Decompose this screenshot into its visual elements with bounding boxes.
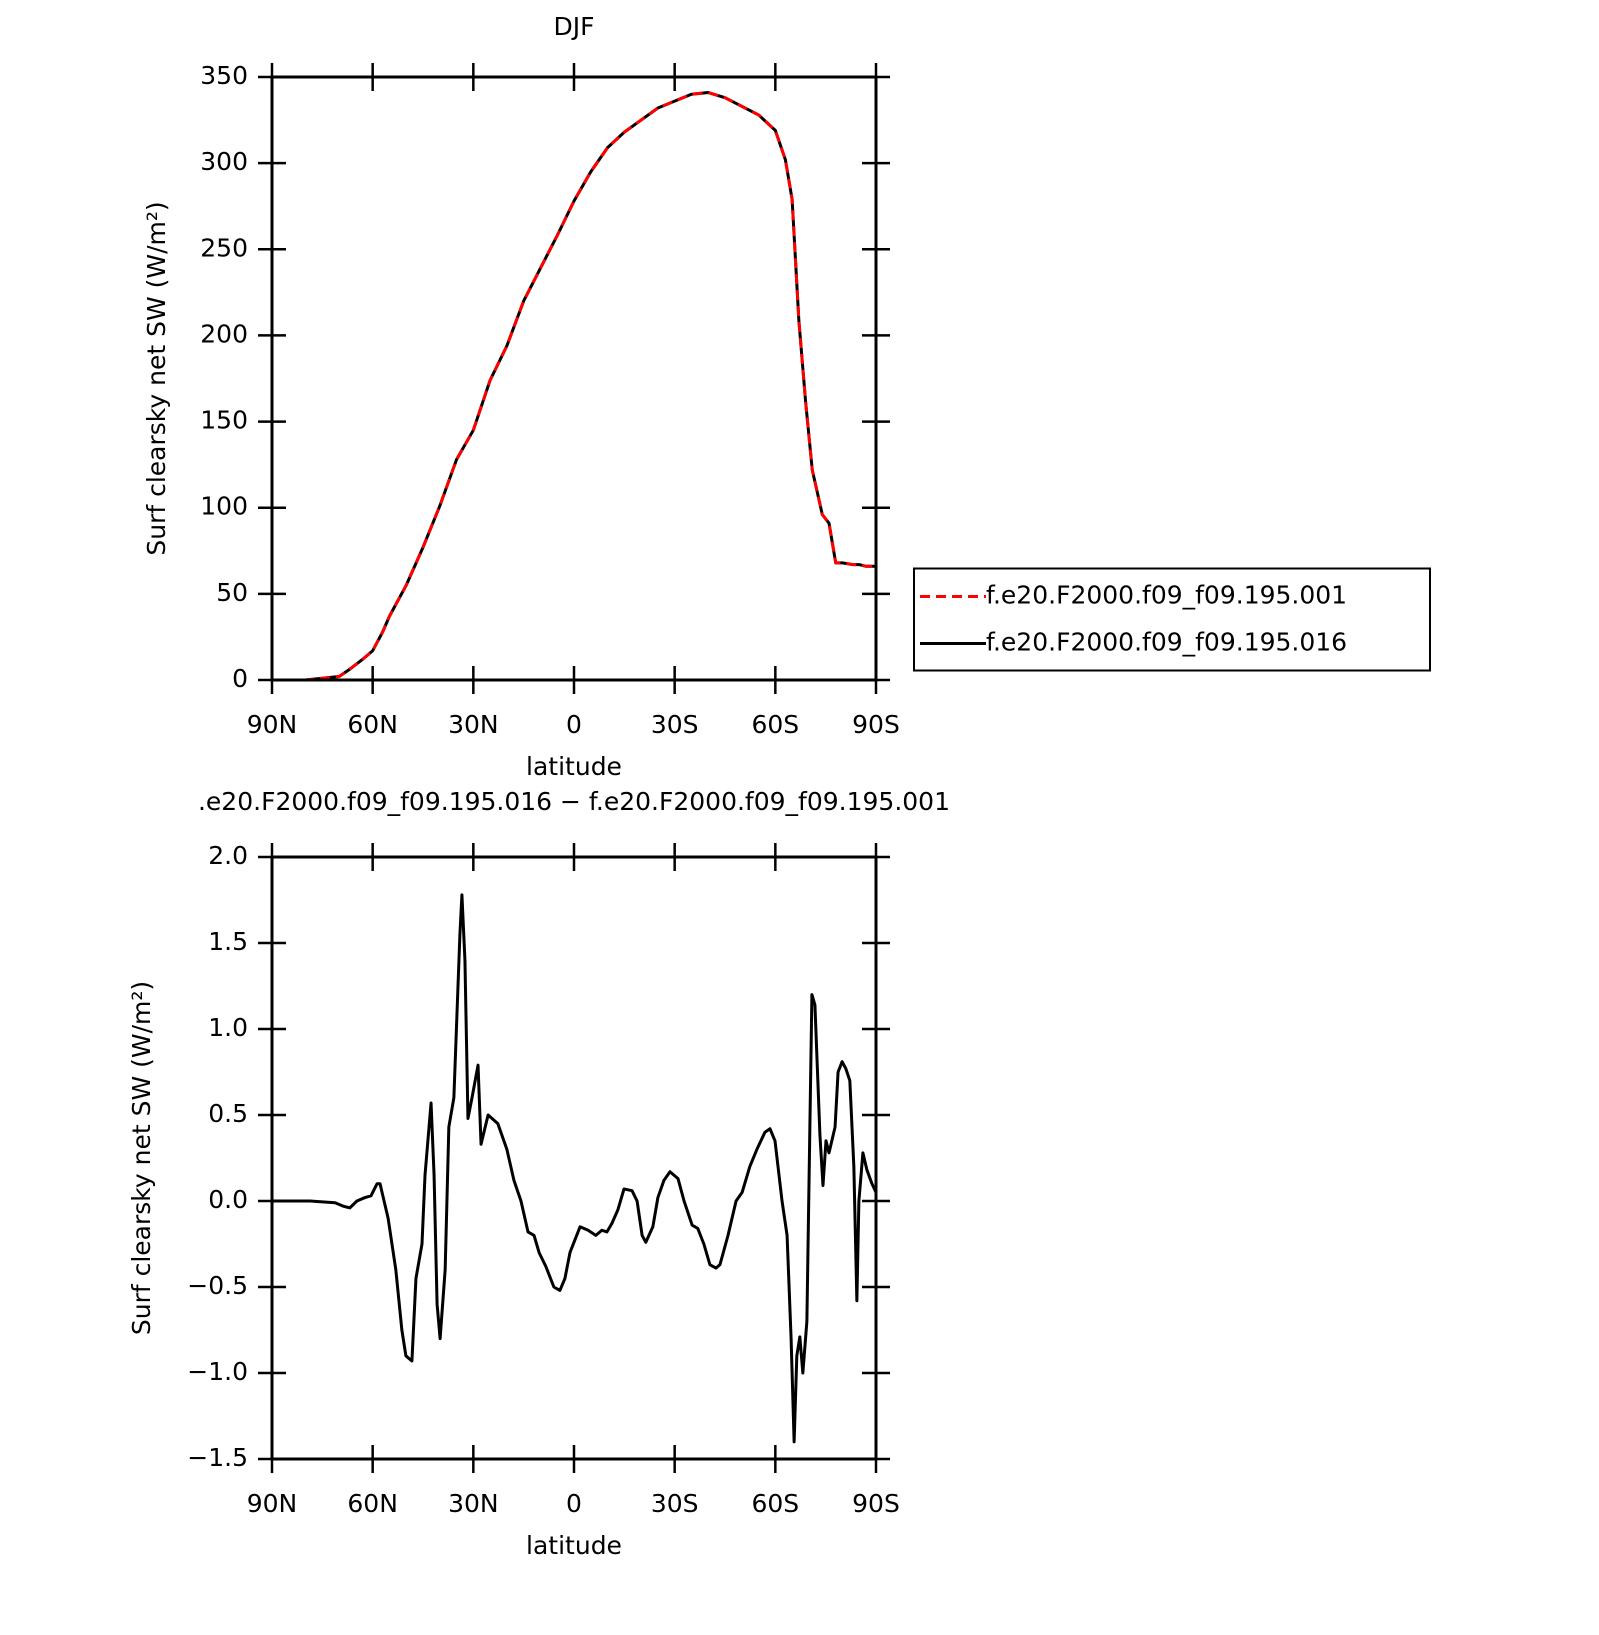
data-line <box>272 91 876 682</box>
x-tick-label: 30N <box>448 1489 499 1518</box>
x-tick-label: 30S <box>651 1489 699 1518</box>
y-tick-label: 1.5 <box>208 927 248 956</box>
y-tick-label: 100 <box>200 492 248 521</box>
y-tick-label: −1.5 <box>187 1443 248 1472</box>
y-tick-label: 150 <box>200 406 248 435</box>
x-axis-label: latitude <box>526 752 622 781</box>
y-tick-label: 2.0 <box>208 841 248 870</box>
x-tick-label: 60S <box>751 710 799 739</box>
y-axis-label: Surf clearsky net SW (W/m²) <box>127 981 156 1335</box>
y-tick-label: 50 <box>216 578 248 607</box>
x-tick-label: 90N <box>247 710 298 739</box>
y-tick-label: 0 <box>232 664 248 693</box>
legend-label: f.e20.F2000.f09_f09.195.001 <box>986 581 1347 610</box>
x-tick-label: 0 <box>566 1489 582 1518</box>
plot-frame <box>270 75 878 682</box>
y-tick-label: 0.0 <box>208 1185 248 1214</box>
y-tick-label: 200 <box>200 319 248 348</box>
x-tick-label: 30S <box>651 710 699 739</box>
y-tick-label: −0.5 <box>187 1271 248 1300</box>
plot-frame <box>270 855 878 1461</box>
x-tick-label: 30N <box>448 710 499 739</box>
chart-title: .e20.F2000.f09_f09.195.016 − f.e20.F2000… <box>198 787 950 816</box>
y-tick-label: 350 <box>200 61 248 90</box>
y-tick-label: 250 <box>200 233 248 262</box>
y-tick-label: 1.0 <box>208 1013 248 1042</box>
x-tick-label: 90S <box>852 710 900 739</box>
data-line <box>272 91 876 682</box>
x-tick-label: 90S <box>852 1489 900 1518</box>
x-axis-label: latitude <box>526 1531 622 1560</box>
x-tick-label: 90N <box>247 1489 298 1518</box>
data-line <box>272 893 878 1444</box>
x-tick-label: 0 <box>566 710 582 739</box>
y-tick-label: 0.5 <box>208 1099 248 1128</box>
legend-label: f.e20.F2000.f09_f09.195.016 <box>986 628 1347 657</box>
y-axis-label: Surf clearsky net SW (W/m²) <box>142 201 171 555</box>
y-tick-label: 300 <box>200 147 248 176</box>
x-tick-label: 60N <box>347 710 398 739</box>
chart-title: DJF <box>553 12 594 41</box>
x-tick-label: 60N <box>347 1489 398 1518</box>
y-tick-label: −1.0 <box>187 1357 248 1386</box>
legend-box <box>913 567 1431 672</box>
x-tick-label: 60S <box>751 1489 799 1518</box>
